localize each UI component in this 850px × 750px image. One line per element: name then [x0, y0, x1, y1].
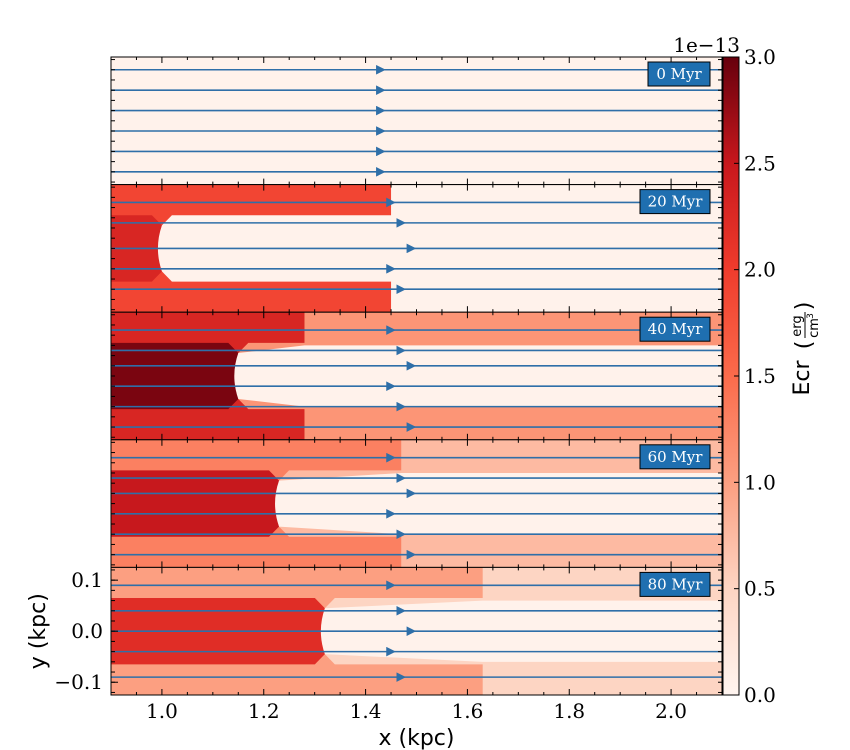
ecr-core-region: [111, 342, 239, 410]
panel-20-myr: 20 Myr: [110, 184, 723, 313]
colorbar-tick-label: 1.5: [744, 364, 776, 388]
colorbar-label-name: Ecr: [790, 360, 815, 396]
ecr-wing-region: [111, 184, 392, 313]
y-tick-label: 0.1: [71, 568, 103, 592]
colorbar-label: Ecr ( erg cm3): [790, 302, 822, 396]
paren-right: ): [792, 302, 817, 311]
colorbar-tick-label: 1.0: [744, 470, 776, 494]
unit-exponent: 3: [806, 313, 816, 319]
time-badge-label: 60 Myr: [648, 448, 704, 466]
x-tick-label: 2.0: [655, 699, 687, 723]
panel-80-myr: 80 Myr: [110, 566, 723, 696]
time-badge: [639, 189, 711, 215]
ecr-channel: [234, 345, 722, 407]
x-tick-label: 1.2: [248, 699, 280, 723]
unit-denominator: cm: [807, 318, 822, 338]
x-tick-label: 1.4: [350, 699, 382, 723]
colorbar-tick-label: 3.0: [744, 45, 776, 69]
colorbar-tick-label: 2.5: [744, 151, 776, 175]
x-axis-label: x (kpc): [379, 726, 455, 750]
colorbar-tick-label: 2.0: [744, 258, 776, 282]
y-axis-label: y (kpc): [26, 593, 51, 669]
heatmap-panels: 0 Myr 20 Myr 40 Myr 60 Myr 80 Myr: [110, 56, 723, 696]
time-badge-label: 20 Myr: [648, 193, 704, 211]
y-tick-label: −0.1: [54, 670, 103, 694]
ecr-channel: [275, 472, 722, 535]
axes: 0.1 0.0 −0.1 1.0 1.2 1.4 1.6 1.8 2.0 x (kpc) y (kp…: [26, 568, 687, 750]
panel-0-myr: 0 Myr: [110, 56, 723, 186]
ecr-core-region: [111, 470, 280, 537]
panel-background: [111, 57, 722, 185]
x-tick-label: 1.8: [553, 699, 585, 723]
time-badge: [639, 316, 711, 342]
time-badge: [639, 444, 711, 470]
time-badge: [647, 61, 711, 87]
x-tick-label: 1.6: [452, 699, 484, 723]
unit-numerator: erg: [790, 315, 805, 336]
colorbar-tick-label: 0.0: [744, 683, 776, 707]
colorbar: 0.0 0.5 1.0 1.5 2.0 2.5 3.01e−13 Ecr ( erg cm3): [673, 33, 822, 707]
panel-40-myr: 40 Myr: [110, 311, 723, 441]
time-badge-label: 40 Myr: [648, 320, 704, 338]
colorbar-tick-label: 0.5: [744, 577, 776, 601]
time-badge-label: 80 Myr: [648, 575, 704, 593]
x-tick-label: 1.0: [146, 699, 178, 723]
time-badge: [639, 571, 711, 597]
time-badge-label: 0 Myr: [656, 65, 702, 83]
paren-left: (: [792, 341, 817, 350]
y-tick-label: 0.0: [71, 619, 103, 643]
panel-60-myr: 60 Myr: [110, 439, 723, 568]
colorbar-multiplier: 1e−13: [673, 33, 740, 57]
